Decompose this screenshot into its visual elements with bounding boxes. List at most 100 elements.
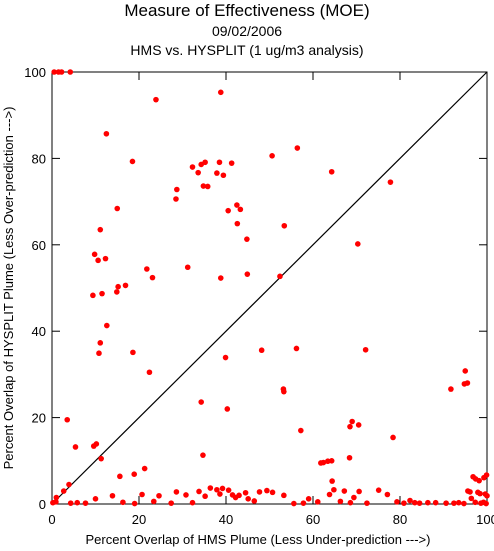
data-point: [189, 164, 196, 170]
data-point: [109, 492, 116, 499]
data-point: [467, 489, 473, 495]
data-point: [92, 496, 99, 502]
data-point: [251, 498, 258, 504]
data-point: [277, 273, 283, 280]
data-point: [320, 459, 327, 466]
x-tick-label: 20: [132, 512, 146, 527]
data-point: [156, 492, 162, 499]
data-point: [472, 499, 479, 506]
data-point: [114, 205, 121, 212]
data-point: [245, 496, 251, 502]
data-point: [53, 494, 60, 501]
data-point: [305, 496, 312, 502]
data-point: [207, 485, 214, 491]
y-tick-label: 80: [32, 151, 46, 166]
data-point: [95, 257, 101, 264]
data-point: [115, 283, 121, 290]
x-tick-label: 60: [306, 512, 320, 527]
data-point: [483, 472, 490, 478]
data-point: [222, 354, 229, 361]
data-point: [462, 368, 469, 374]
data-point: [390, 434, 396, 441]
data-point: [219, 485, 226, 492]
data-point: [93, 441, 100, 447]
data-point: [173, 489, 180, 495]
x-tick-label: 80: [393, 512, 407, 527]
data-point: [144, 266, 150, 272]
data-point: [291, 500, 297, 507]
data-point: [58, 69, 65, 75]
data-point: [237, 206, 244, 213]
data-point: [104, 322, 110, 329]
data-point: [464, 380, 471, 386]
data-point: [356, 488, 362, 495]
data-point: [349, 418, 355, 425]
data-point: [477, 490, 483, 497]
data-point: [129, 158, 136, 165]
x-tick-label: 0: [48, 512, 55, 527]
data-point: [244, 271, 251, 277]
data-point: [468, 495, 475, 502]
data-point: [53, 499, 59, 505]
chart-subtitle: HMS vs. HYSPLIT (1 ug/m3 analysis): [130, 42, 363, 58]
data-point: [122, 282, 129, 289]
data-point: [97, 340, 104, 346]
data-point: [114, 289, 120, 295]
data-point: [168, 500, 174, 506]
data-point: [74, 499, 81, 506]
data-point: [484, 492, 490, 499]
data-point: [67, 69, 74, 75]
data-point: [216, 159, 223, 166]
data-point: [387, 179, 394, 185]
data-point: [347, 423, 353, 430]
data-point: [328, 458, 335, 464]
data-point: [60, 488, 67, 494]
data-point: [461, 500, 467, 507]
data-point: [236, 492, 242, 499]
data-point: [401, 500, 407, 506]
data-point: [90, 292, 96, 299]
data-point: [242, 489, 249, 496]
y-tick-label: 20: [32, 411, 46, 426]
plot-frame: [51, 71, 488, 505]
data-point: [483, 500, 489, 507]
data-point: [217, 89, 224, 96]
data-point: [443, 500, 449, 506]
data-point: [224, 406, 231, 412]
data-point: [269, 489, 276, 496]
data-point: [407, 497, 413, 504]
data-point: [298, 427, 304, 434]
data-point: [293, 345, 300, 352]
data-point: [244, 236, 250, 242]
y-tick-label: 40: [32, 324, 46, 339]
data-point: [150, 498, 157, 505]
data-point: [281, 388, 287, 395]
data-point: [362, 346, 369, 353]
data-point: [416, 500, 423, 506]
data-point: [384, 491, 391, 498]
data-point: [146, 369, 153, 376]
data-point: [131, 471, 138, 477]
data-point: [204, 183, 211, 190]
data-point: [174, 186, 180, 193]
data-point: [411, 499, 418, 506]
data-point: [375, 487, 382, 493]
data-point: [184, 264, 191, 271]
y-tick-label: 0: [39, 497, 46, 512]
data-point: [200, 452, 206, 458]
data-point: [120, 499, 126, 506]
data-point: [66, 481, 72, 488]
y-axis-label: Percent Overlap of HYSPLIT Plume (Less O…: [1, 107, 16, 470]
data-point: [51, 69, 57, 75]
data-point: [130, 349, 136, 356]
data-point: [341, 488, 348, 494]
data-point: [198, 399, 204, 405]
data-point: [202, 493, 208, 500]
data-point: [195, 169, 201, 176]
data-point: [451, 500, 457, 506]
data-point: [99, 290, 105, 297]
data-point: [476, 477, 482, 484]
x-tick-label: 100: [476, 512, 494, 527]
data-point: [131, 500, 138, 507]
